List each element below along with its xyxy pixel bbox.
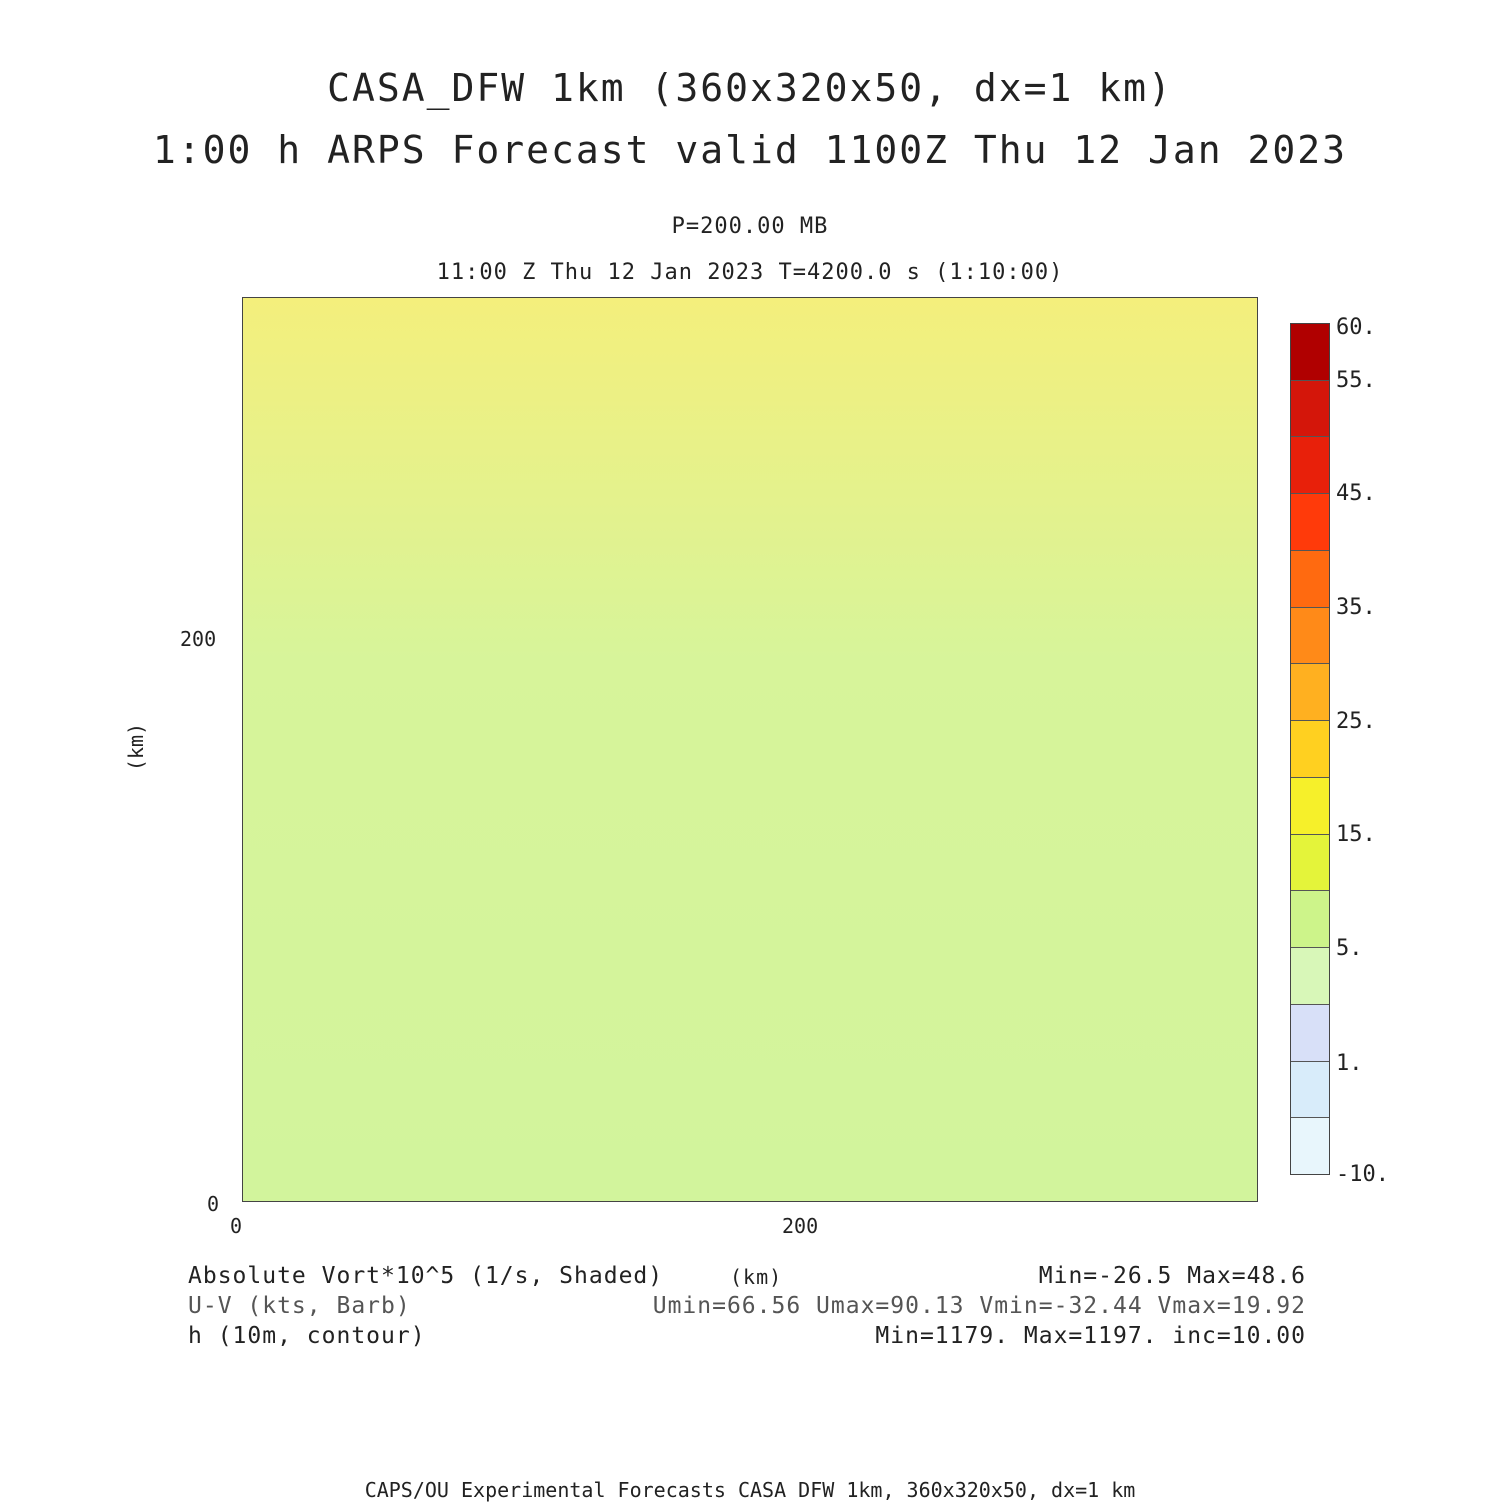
y-tick-0: 0 [207, 1192, 220, 1216]
legend-height: h (10m, contour) [188, 1323, 426, 1349]
colorbar-segment [1291, 494, 1329, 551]
colorbar-segment [1291, 380, 1329, 438]
colorbar-label: 25. [1336, 709, 1376, 734]
colorbar-segment [1291, 1118, 1329, 1175]
colorbar-label: 60. [1336, 315, 1376, 340]
y-axis-label: (km) [124, 722, 149, 772]
colorbar-label: 5. [1336, 936, 1363, 961]
colorbar-segment [1291, 721, 1329, 778]
colorbar-label: 1. [1336, 1051, 1363, 1076]
colorbar-segment [1291, 550, 1329, 608]
colorbar-segment [1291, 834, 1329, 892]
colorbar-segment [1291, 324, 1329, 381]
title-line-2: 1:00 h ARPS Forecast valid 1100Z Thu 12 … [152, 128, 1348, 172]
map-plot-area [242, 297, 1258, 1202]
x-tick-0: 0 [230, 1214, 243, 1238]
colorbar-segment [1291, 1004, 1329, 1062]
pressure-level: P=200.00 MB [671, 214, 829, 239]
legend-wind: U-V (kts, Barb) [188, 1293, 411, 1319]
legend-wind-stats: Umin=66.56 Umax=90.13 Vmin=-32.44 Vmax=1… [652, 1293, 1306, 1319]
colorbar-label: 55. [1336, 368, 1376, 393]
colorbar-segment [1291, 1061, 1329, 1119]
colorbar-segment [1291, 607, 1329, 665]
colorbar-segment [1291, 777, 1329, 835]
colorbar-label: 15. [1336, 822, 1376, 847]
x-tick-200: 200 [782, 1214, 819, 1238]
footer-credit: CAPS/OU Experimental Forecasts CASA DFW … [364, 1478, 1136, 1502]
valid-time: 11:00 Z Thu 12 Jan 2023 T=4200.0 s (1:10… [436, 260, 1064, 285]
colorbar-label: -10. [1336, 1162, 1389, 1187]
legend-vorticity: Absolute Vort*10^5 (1/s, Shaded) [188, 1263, 664, 1289]
y-tick-200: 200 [180, 627, 217, 651]
legend-height-stats: Min=1179. Max=1197. inc=10.00 [875, 1323, 1306, 1349]
x-axis-label: (km) [730, 1265, 783, 1289]
colorbar-segment [1291, 891, 1329, 949]
title-line-1: CASA_DFW 1km (360x320x50, dx=1 km) [327, 66, 1173, 110]
colorbar-label: 45. [1336, 481, 1376, 506]
colorbar-segment [1291, 664, 1329, 722]
colorbar [1290, 323, 1330, 1175]
colorbar-segment [1291, 948, 1329, 1005]
colorbar-segment [1291, 437, 1329, 495]
legend-vorticity-stats: Min=-26.5 Max=48.6 [1038, 1263, 1306, 1289]
colorbar-label: 35. [1336, 595, 1376, 620]
